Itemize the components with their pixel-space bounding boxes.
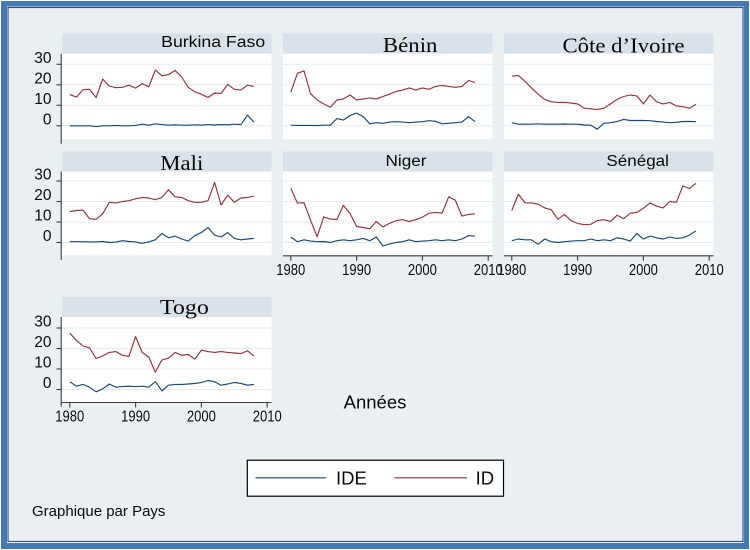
svg-text:Burkina Faso: Burkina Faso bbox=[161, 34, 265, 51]
svg-text:30: 30 bbox=[34, 314, 52, 331]
svg-text:10: 10 bbox=[34, 355, 52, 372]
svg-text:0: 0 bbox=[43, 375, 52, 392]
svg-text:0: 0 bbox=[43, 111, 52, 128]
svg-text:2010: 2010 bbox=[253, 409, 282, 426]
svg-text:Graphique par Pays: Graphique par Pays bbox=[32, 503, 165, 520]
svg-text:1990: 1990 bbox=[342, 262, 371, 279]
svg-text:10: 10 bbox=[34, 91, 52, 108]
svg-text:Togo: Togo bbox=[160, 295, 209, 319]
svg-text:2000: 2000 bbox=[187, 409, 216, 426]
svg-text:30: 30 bbox=[34, 167, 52, 184]
svg-text:Niger: Niger bbox=[386, 153, 427, 170]
svg-text:30: 30 bbox=[34, 50, 52, 67]
svg-text:Mali: Mali bbox=[160, 151, 203, 175]
svg-text:20: 20 bbox=[34, 187, 52, 204]
svg-text:1990: 1990 bbox=[563, 262, 592, 279]
svg-text:Côte d’Ivoire: Côte d’Ivoire bbox=[563, 33, 685, 57]
svg-text:IDE: IDE bbox=[336, 467, 367, 488]
svg-text:1990: 1990 bbox=[121, 409, 150, 426]
svg-text:20: 20 bbox=[34, 70, 52, 87]
svg-text:ID: ID bbox=[476, 467, 495, 488]
svg-text:0: 0 bbox=[43, 228, 52, 245]
svg-text:20: 20 bbox=[34, 334, 52, 351]
svg-text:1980: 1980 bbox=[276, 262, 305, 279]
svg-text:Années: Années bbox=[344, 392, 407, 413]
svg-text:2000: 2000 bbox=[629, 262, 658, 279]
svg-text:1980: 1980 bbox=[497, 262, 526, 279]
svg-text:2000: 2000 bbox=[408, 262, 437, 279]
svg-text:1980: 1980 bbox=[55, 409, 84, 426]
svg-text:10: 10 bbox=[34, 208, 52, 225]
svg-text:2010: 2010 bbox=[695, 262, 724, 279]
svg-text:Bénin: Bénin bbox=[383, 33, 438, 57]
svg-text:Sénégal: Sénégal bbox=[606, 153, 669, 170]
svg-text:2010: 2010 bbox=[474, 262, 503, 279]
